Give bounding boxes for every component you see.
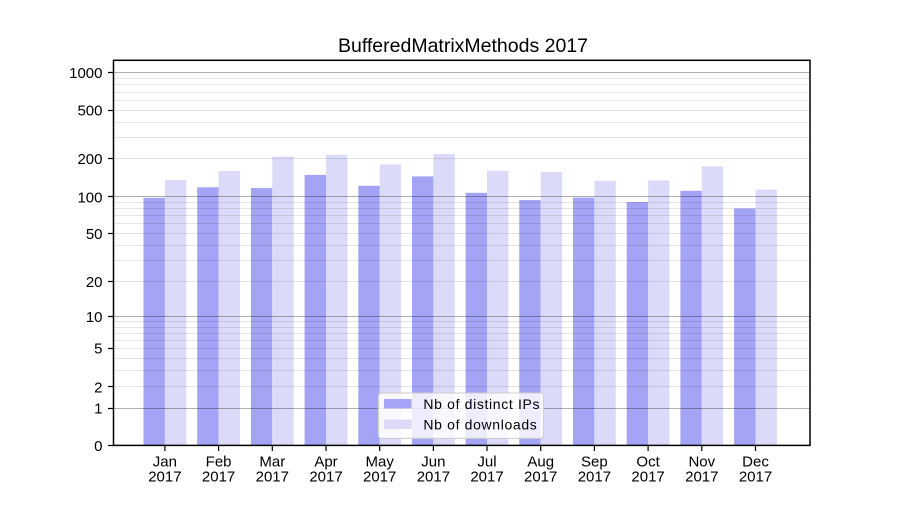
- svg-text:10: 10: [86, 309, 103, 326]
- svg-text:5: 5: [94, 341, 102, 358]
- svg-text:2: 2: [94, 379, 102, 396]
- svg-text:Aug: Aug: [527, 453, 554, 470]
- svg-text:Feb: Feb: [206, 453, 232, 470]
- svg-text:Jan: Jan: [153, 453, 177, 470]
- svg-text:Dec: Dec: [742, 453, 769, 470]
- svg-text:2017: 2017: [578, 468, 611, 485]
- svg-text:Apr: Apr: [314, 453, 337, 470]
- svg-text:2017: 2017: [256, 468, 289, 485]
- svg-text:2017: 2017: [685, 468, 718, 485]
- svg-text:May: May: [366, 453, 395, 470]
- svg-text:50: 50: [86, 226, 103, 243]
- svg-text:2017: 2017: [739, 468, 772, 485]
- svg-text:Nov: Nov: [688, 453, 715, 470]
- svg-text:2017: 2017: [202, 468, 235, 485]
- svg-text:2017: 2017: [470, 468, 503, 485]
- svg-text:Mar: Mar: [259, 453, 285, 470]
- svg-text:Nb of downloads: Nb of downloads: [423, 417, 537, 433]
- svg-text:2017: 2017: [148, 468, 181, 485]
- svg-text:500: 500: [77, 102, 102, 119]
- svg-text:2017: 2017: [631, 468, 664, 485]
- svg-text:1000: 1000: [69, 65, 102, 82]
- svg-text:BufferedMatrixMethods 2017: BufferedMatrixMethods 2017: [338, 35, 588, 57]
- svg-text:100: 100: [77, 189, 102, 206]
- svg-text:Jul: Jul: [477, 453, 496, 470]
- svg-text:Jun: Jun: [421, 453, 445, 470]
- svg-text:1: 1: [94, 401, 102, 418]
- svg-text:2017: 2017: [363, 468, 396, 485]
- svg-text:Nb of distinct IPs: Nb of distinct IPs: [423, 396, 540, 412]
- svg-text:20: 20: [86, 274, 103, 291]
- svg-text:200: 200: [77, 151, 102, 168]
- svg-text:2017: 2017: [524, 468, 557, 485]
- svg-text:Sep: Sep: [581, 453, 608, 470]
- svg-text:2017: 2017: [417, 468, 450, 485]
- svg-text:0: 0: [94, 438, 102, 455]
- svg-text:2017: 2017: [309, 468, 342, 485]
- svg-text:Oct: Oct: [636, 453, 660, 470]
